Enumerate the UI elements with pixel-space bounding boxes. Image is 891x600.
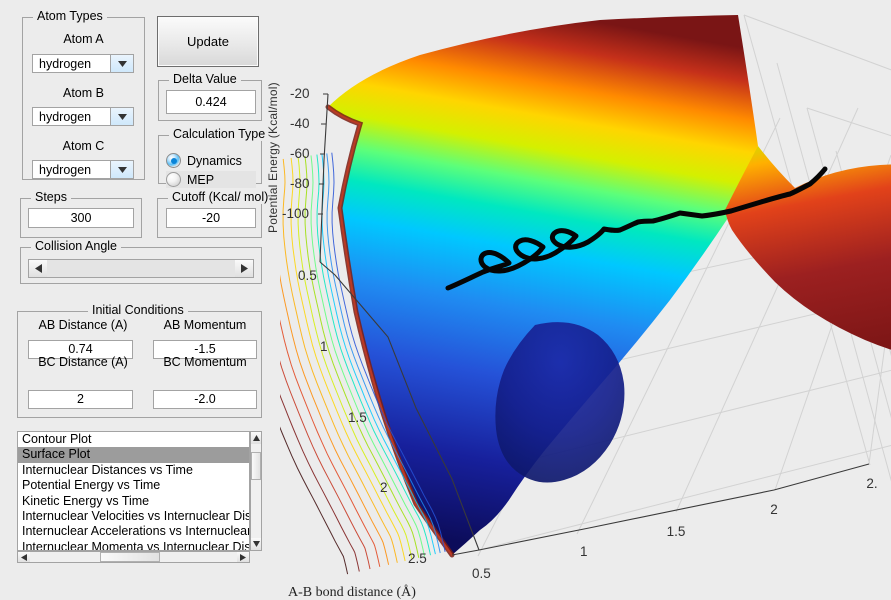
svg-text:2.5: 2.5 <box>408 551 427 566</box>
svg-text:0.5: 0.5 <box>472 566 491 581</box>
svg-text:0.5: 0.5 <box>298 268 317 283</box>
svg-text:-60: -60 <box>290 146 310 161</box>
svg-text:1.5: 1.5 <box>348 410 367 425</box>
svg-text:A-B bond distance (Å): A-B bond distance (Å) <box>288 584 416 600</box>
svg-text:1: 1 <box>580 544 588 559</box>
svg-text:2: 2 <box>770 502 778 517</box>
svg-text:-40: -40 <box>290 116 310 131</box>
svg-text:1.5: 1.5 <box>667 524 686 539</box>
svg-text:2: 2 <box>380 480 388 495</box>
svg-text:-20: -20 <box>290 86 310 101</box>
svg-text:2.: 2. <box>866 476 877 491</box>
svg-text:-80: -80 <box>290 176 310 191</box>
svg-text:1: 1 <box>320 339 328 354</box>
svg-text:-100: -100 <box>282 206 309 221</box>
